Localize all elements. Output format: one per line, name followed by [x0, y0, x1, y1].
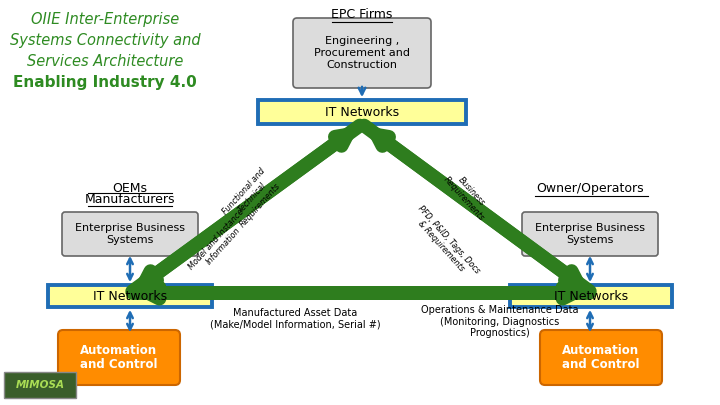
FancyBboxPatch shape — [522, 212, 658, 256]
Text: Operations & Maintenance Data
(Monitoring, Diagnostics
Prognostics): Operations & Maintenance Data (Monitorin… — [421, 305, 579, 338]
Text: Automation
and Control: Automation and Control — [80, 343, 158, 371]
Text: Owner/Operators: Owner/Operators — [536, 182, 644, 195]
Text: Systems Connectivity and: Systems Connectivity and — [9, 33, 200, 48]
FancyBboxPatch shape — [4, 372, 76, 398]
FancyBboxPatch shape — [58, 330, 180, 385]
Text: MIMOSA: MIMOSA — [16, 380, 65, 390]
Text: Automation
and Control: Automation and Control — [562, 343, 640, 371]
Text: IT Networks: IT Networks — [93, 290, 167, 303]
Text: Manufacturers: Manufacturers — [85, 193, 175, 206]
Text: IT Networks: IT Networks — [325, 105, 399, 119]
FancyBboxPatch shape — [258, 100, 466, 124]
Text: Manufactured Asset Data
(Make/Model Information, Serial #): Manufactured Asset Data (Make/Model Info… — [210, 308, 380, 330]
FancyBboxPatch shape — [48, 285, 212, 307]
Text: Enterprise Business
Systems: Enterprise Business Systems — [75, 223, 185, 245]
Text: EPC Firms: EPC Firms — [331, 8, 392, 21]
FancyBboxPatch shape — [510, 285, 672, 307]
Text: Enabling Industry 4.0: Enabling Industry 4.0 — [13, 75, 197, 90]
Text: Business
Requirements: Business Requirements — [442, 168, 494, 222]
Text: IT Networks: IT Networks — [554, 290, 628, 303]
Text: Services Architecture: Services Architecture — [27, 54, 183, 69]
FancyBboxPatch shape — [293, 18, 431, 88]
Text: Functional and
Technical
Requirements: Functional and Technical Requirements — [221, 166, 283, 230]
FancyBboxPatch shape — [540, 330, 662, 385]
Text: Model and Instance
Information: Model and Instance Information — [186, 207, 253, 279]
FancyBboxPatch shape — [62, 212, 198, 256]
Text: Engineering ,
Procurement and
Construction: Engineering , Procurement and Constructi… — [314, 36, 410, 70]
Text: Enterprise Business
Systems: Enterprise Business Systems — [535, 223, 645, 245]
Text: OEMs: OEMs — [112, 182, 148, 195]
Text: PFD, P&ID, Tags, Docs
& Requirements: PFD, P&ID, Tags, Docs & Requirements — [408, 204, 482, 282]
Text: OIIE Inter-Enterprise: OIIE Inter-Enterprise — [31, 12, 179, 27]
